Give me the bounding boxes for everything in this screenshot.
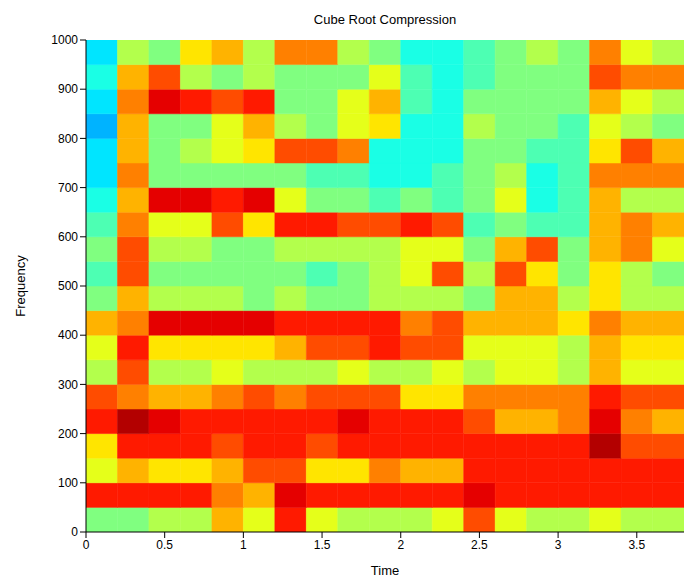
svg-text:400: 400 [58,328,78,342]
svg-text:2: 2 [397,538,404,552]
svg-text:600: 600 [58,230,78,244]
html-text:Cube Root Compression: Cube Root Compression [313,12,457,27]
svg-text:1000: 1000 [51,33,78,47]
svg-text:800: 800 [58,132,78,146]
svg-text:1.5: 1.5 [314,538,331,552]
svg-text:300: 300 [58,378,78,392]
svg-text:Time: Time [371,563,399,578]
svg-text:700: 700 [58,181,78,195]
svg-text:100: 100 [58,476,78,490]
svg-text:0.5: 0.5 [156,538,173,552]
svg-text:1: 1 [240,538,247,552]
svg-text:0: 0 [83,538,90,552]
svg-text:3: 3 [555,538,562,552]
svg-text:0: 0 [71,525,78,539]
svg-text:500: 500 [58,279,78,293]
svg-text:200: 200 [58,427,78,441]
svg-text:3.5: 3.5 [628,538,645,552]
svg-text:900: 900 [58,82,78,96]
svg-text:Frequency: Frequency [13,255,28,317]
svg-text:2.5: 2.5 [471,538,488,552]
